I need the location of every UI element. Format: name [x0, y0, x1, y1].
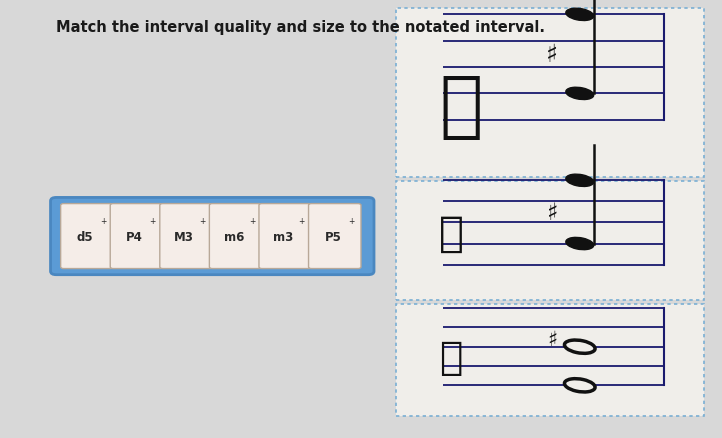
FancyBboxPatch shape: [110, 204, 162, 269]
Text: ♯: ♯: [547, 329, 557, 349]
Text: +: +: [199, 217, 206, 226]
Text: +: +: [298, 217, 305, 226]
Text: P5: P5: [324, 230, 342, 243]
Text: ♯: ♯: [547, 43, 558, 67]
Text: +: +: [249, 217, 255, 226]
Ellipse shape: [566, 175, 593, 187]
Text: +: +: [348, 217, 355, 226]
Ellipse shape: [566, 88, 593, 100]
Ellipse shape: [565, 340, 595, 353]
Ellipse shape: [566, 9, 593, 21]
Text: 𝄞: 𝄞: [439, 73, 482, 141]
FancyBboxPatch shape: [259, 204, 311, 269]
Text: d5: d5: [77, 230, 93, 243]
Text: Match the interval quality and size to the notated interval.: Match the interval quality and size to t…: [56, 20, 545, 35]
Text: 𝄢: 𝄢: [439, 212, 464, 254]
FancyBboxPatch shape: [160, 204, 212, 269]
Polygon shape: [396, 9, 704, 177]
Text: ♯: ♯: [547, 201, 558, 224]
Ellipse shape: [566, 238, 593, 250]
FancyBboxPatch shape: [308, 204, 361, 269]
Text: 𝄢: 𝄢: [439, 338, 462, 376]
Text: M3: M3: [174, 230, 194, 243]
Text: +: +: [100, 217, 106, 226]
FancyBboxPatch shape: [209, 204, 262, 269]
FancyBboxPatch shape: [51, 198, 374, 275]
FancyBboxPatch shape: [61, 204, 113, 269]
Text: m6: m6: [224, 230, 244, 243]
Text: m3: m3: [273, 230, 293, 243]
Ellipse shape: [565, 379, 595, 392]
Text: +: +: [149, 217, 156, 226]
Polygon shape: [396, 182, 704, 300]
Text: P4: P4: [126, 230, 143, 243]
Polygon shape: [396, 304, 704, 416]
